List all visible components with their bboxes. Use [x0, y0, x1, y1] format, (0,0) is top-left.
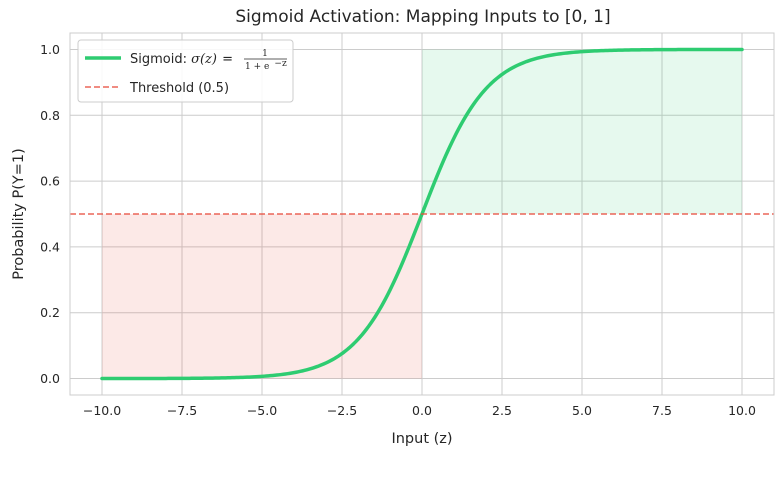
x-tick-label: 2.5 [492, 403, 512, 418]
shaded-regions [102, 49, 742, 379]
x-tick-label: 5.0 [572, 403, 592, 418]
legend-denominator-base: 1 + e [245, 62, 269, 72]
legend-fraction-numerator: 1 [262, 49, 268, 59]
y-tick-label: 0.2 [40, 305, 60, 320]
y-tick-label: 0.6 [40, 174, 60, 189]
legend-box [77, 39, 294, 103]
x-tick-label: 0.0 [412, 403, 432, 418]
y-axis-ticks: 0.0 0.2 0.4 0.6 0.8 1.0 [40, 42, 60, 386]
x-tick-label: −7.5 [167, 403, 197, 418]
x-axis-ticks: −10.0 −7.5 −5.0 −2.5 0.0 2.5 5.0 7.5 10.0 [83, 403, 756, 418]
y-axis-label: Probability P(Y=1) [11, 148, 27, 280]
shaded-region-negative [102, 214, 422, 379]
chart-title: Sigmoid Activation: Mapping Inputs to [0… [235, 7, 610, 27]
x-axis-label: Input (z) [391, 431, 452, 447]
legend-fraction-denominator: 1 + e −z [245, 54, 287, 73]
x-tick-label: −5.0 [247, 403, 277, 418]
y-tick-label: 1.0 [40, 42, 60, 57]
legend-denominator-exponent: −z [274, 59, 287, 69]
shaded-region-positive [422, 49, 742, 214]
y-tick-label: 0.0 [40, 371, 60, 386]
legend-sigma-expression: σ(z) [191, 52, 217, 67]
legend-equals: = [222, 52, 233, 67]
x-tick-label: −10.0 [83, 403, 121, 418]
plot-frame [69, 32, 775, 396]
y-tick-label: 0.8 [40, 108, 60, 123]
x-tick-label: −2.5 [327, 403, 357, 418]
legend-sigmoid-prefix: Sigmoid: [130, 52, 191, 67]
legend-threshold-label: Threshold (0.5) [129, 81, 229, 96]
series-lines [70, 47, 774, 381]
legend-sigmoid-label: Sigmoid: σ(z) = [130, 48, 233, 67]
x-tick-label: 7.5 [652, 403, 672, 418]
legend: Sigmoid: σ(z) = 1 1 + e −z Threshold (0.… [77, 39, 294, 103]
y-tick-label: 0.4 [40, 239, 60, 254]
x-tick-label: 10.0 [728, 403, 756, 418]
